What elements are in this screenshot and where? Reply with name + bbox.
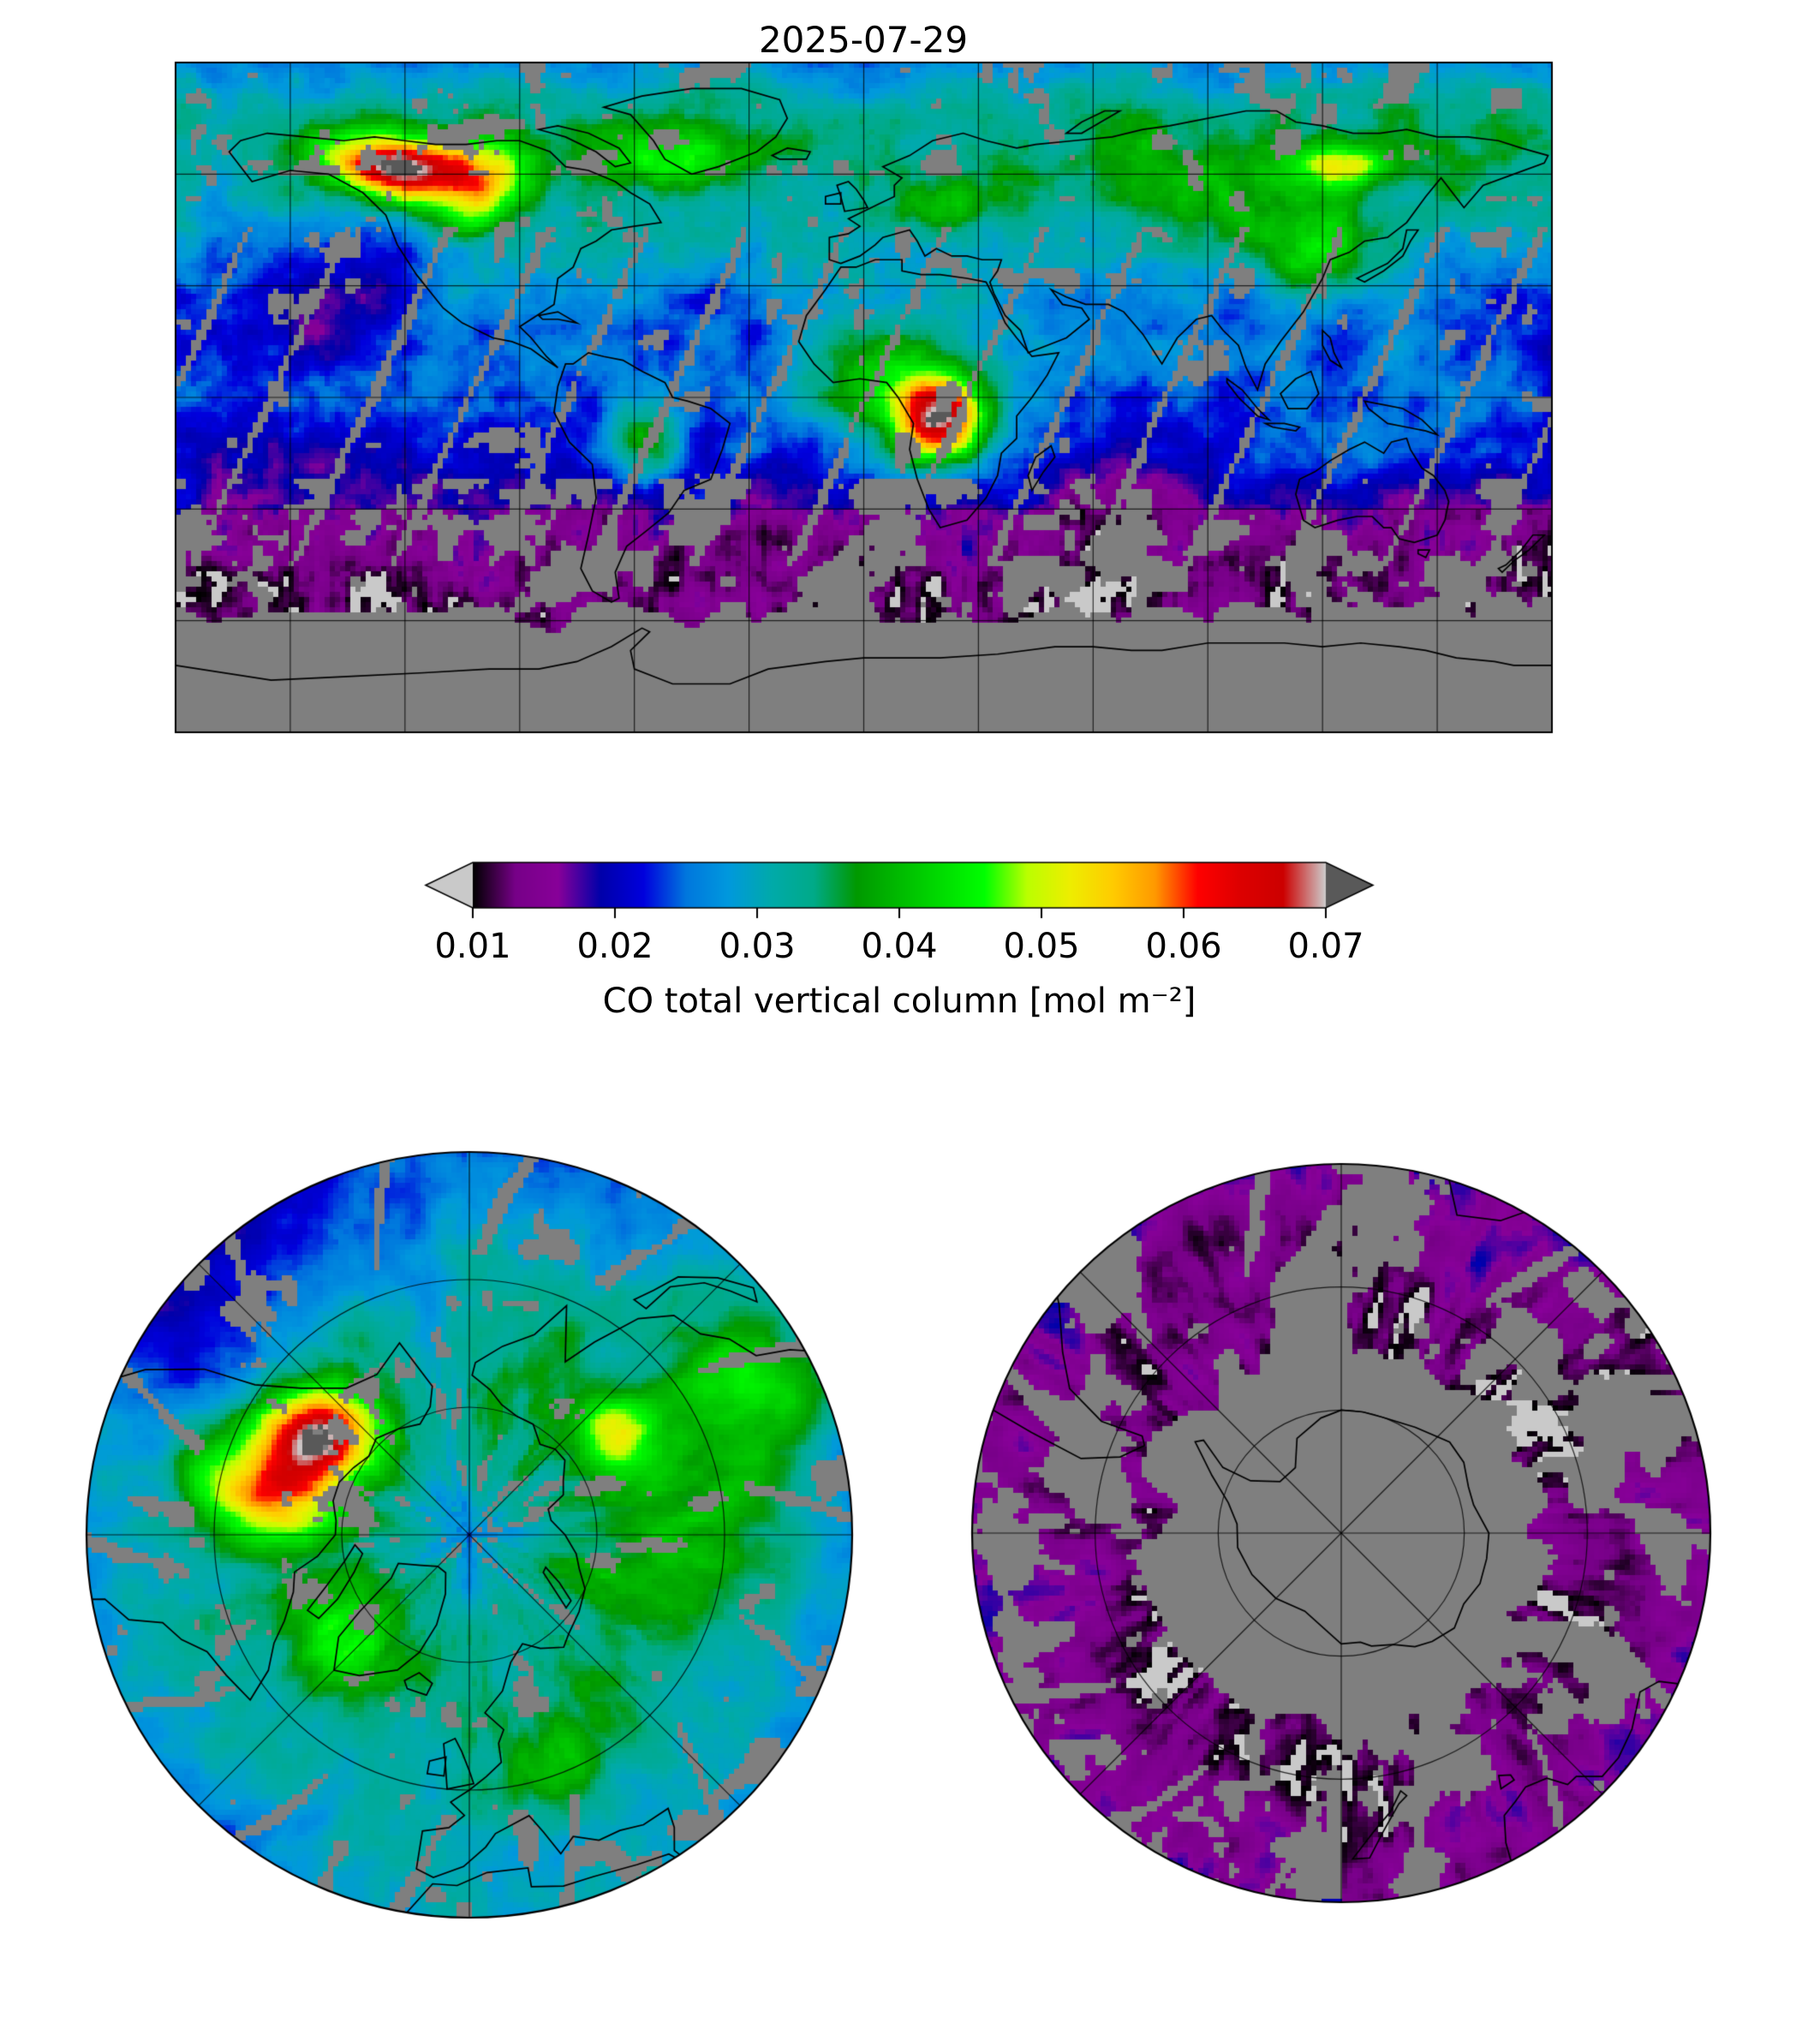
colorbar-tick-label: 0.02 (576, 927, 653, 966)
colorbar-tick-label: 0.06 (1145, 927, 1222, 966)
colorbar-tick-label: 0.04 (861, 927, 938, 966)
figure-title: 2025-07-29 (758, 19, 969, 61)
colorbar-label: CO total vertical column [mol m⁻²] (602, 982, 1196, 1021)
colorbar-tick-label: 0.07 (1287, 927, 1364, 966)
colorbar-tick-label: 0.03 (719, 927, 796, 966)
colorbar-tick-label: 0.01 (434, 927, 511, 966)
colorbar-tick-label: 0.05 (1003, 927, 1080, 966)
